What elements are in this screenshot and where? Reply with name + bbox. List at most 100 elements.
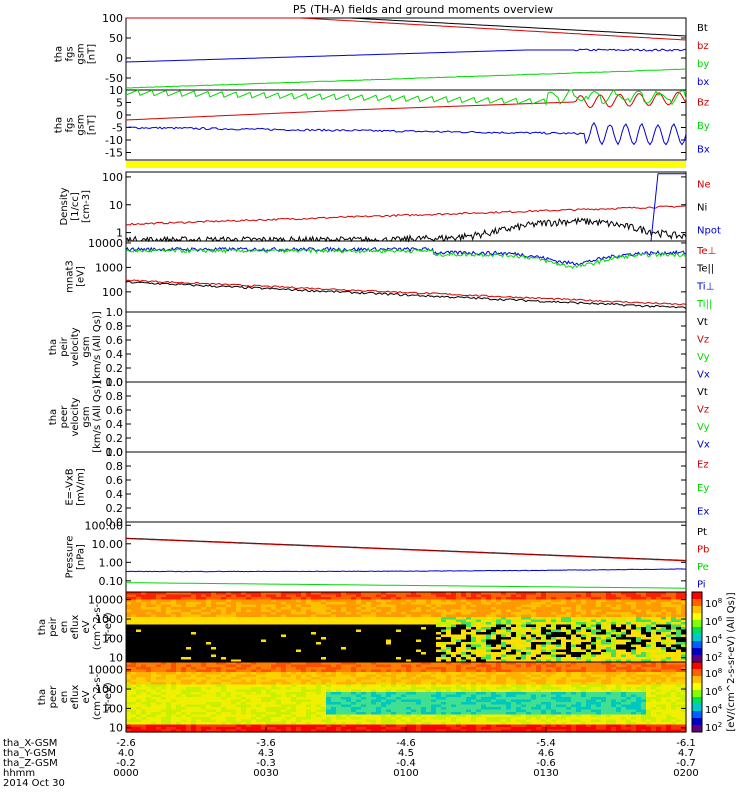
colorbar-swatch (692, 690, 702, 698)
y-tick-label: 0.8 (106, 320, 124, 333)
colorbar-tick-label: 108 (705, 597, 722, 610)
colorbar-swatch (692, 606, 702, 614)
series-Bt (126, 17, 687, 37)
colorbar-frame (691, 661, 703, 733)
x-row-value: 4.6 (538, 748, 554, 759)
y-axis-label: gsm (81, 406, 92, 427)
colorbar-tick-label: 108 (705, 667, 722, 680)
y-axis-label: peir (48, 616, 59, 636)
y-tick-label: 10000 (88, 594, 123, 607)
colorbar-swatch (692, 613, 702, 621)
x-row-value: 4.3 (258, 748, 274, 759)
colorbar-swatch (692, 655, 702, 663)
legend-entry: By (697, 121, 710, 132)
y-tick-label: 0.4 (106, 418, 124, 431)
y-tick-label: 1 (116, 227, 123, 240)
legend-entry: Vt (697, 317, 708, 328)
y-axis-label: tha (48, 409, 59, 425)
legend-entry: Vt (697, 387, 708, 398)
y-tick-label: 0.6 (106, 404, 124, 417)
x-row-value: 0130 (533, 768, 558, 779)
series-Ti-par (125, 247, 687, 270)
legend-entry: Vy (697, 422, 710, 433)
y-tick-label: 100 (102, 632, 123, 645)
legend-entry: Vy (697, 352, 710, 363)
colorbar-swatch (692, 676, 702, 684)
series-Bx (126, 121, 687, 146)
y-tick-label: 10000 (88, 237, 123, 250)
colorbar-swatch (692, 627, 702, 635)
legend-entry: Ne (697, 180, 711, 191)
legend-entry: bx (697, 77, 709, 88)
series-Ti-perp (125, 246, 687, 266)
y-axis-label: gsm (76, 114, 87, 135)
y-tick-label: 1000 (95, 613, 123, 626)
legend-entry: Pe (697, 562, 709, 573)
y-tick-label: 100 (102, 171, 123, 184)
colorbar-swatch (692, 592, 702, 600)
panel-density: 100 10 1 Density [1/cc] [cm-3] Ne Ni Npot (59, 161, 721, 243)
legend-entry: Vx (697, 439, 710, 450)
colorbar-swatch (692, 648, 702, 656)
y-tick-label: 10 (109, 199, 123, 212)
colorbar-swatch (692, 718, 702, 726)
colorbar-tick-label: 102 (705, 651, 722, 664)
y-tick-label: 0.0 (106, 376, 124, 389)
y-tick-label: 10 (109, 652, 123, 665)
y-axis-label: [1/cc] (70, 192, 81, 221)
y-tick-label: 0.6 (106, 334, 124, 347)
y-tick-label: 1.0 (106, 376, 124, 389)
panel-peir-eflux: 10000 1000 100 10 tha peir en eflux eV (cm^2-s-sr… (37, 591, 687, 665)
series-Npot (126, 173, 686, 242)
legend-entry: Ex (697, 506, 709, 517)
y-axis-label: [km/s (All Qs)] (92, 311, 103, 383)
y-tick-label: -10 (105, 134, 123, 147)
quality-flag-bar (126, 161, 686, 168)
x-row-value: -4.6 (396, 738, 416, 749)
y-axis-label: [nPa] (76, 544, 87, 570)
panel-pressure: 100.00 10.00 1.00 0.10 Pressure [nPa] Pt Pb Pe Pi (65, 519, 709, 593)
colorbar-swatch (692, 662, 702, 670)
series-Pb (125, 538, 687, 562)
x-row-name: hhmm (3, 768, 35, 779)
y-axis-label: eV (81, 690, 92, 703)
y-tick-label: 0 (116, 109, 123, 122)
y-tick-label: 10000 (88, 664, 123, 677)
y-axis-label: en (59, 621, 70, 634)
x-row-value: 4.5 (398, 748, 414, 759)
x-row-value: -6.1 (676, 738, 696, 749)
x-row-name: tha_Y-GSM (3, 748, 56, 759)
y-axis-label: gsm (76, 43, 87, 64)
y-tick-label: 0.0 (106, 516, 124, 529)
y-tick-label: 10 (109, 84, 123, 97)
y-axis-label: fgs (65, 46, 76, 61)
colorbar-swatch (692, 697, 702, 705)
colorbar-swatch (692, 704, 702, 712)
panel-frame (125, 451, 687, 523)
y-axis-label: tha (54, 117, 65, 133)
legend-entry: Npot (697, 226, 721, 237)
y-axis-label: [mV/m] (76, 468, 87, 506)
colorbar-swatch (692, 669, 702, 677)
x-axis: tha_X-GSM -2.6 -3.6 -4.6 -5.4 -6.1 tha_Y-GSM 4.… (3, 727, 699, 789)
series-Te-perp (125, 279, 687, 306)
y-tick-label: -15 (105, 147, 123, 160)
colorbar-swatch (692, 620, 702, 628)
legend-entry: Bz (697, 98, 709, 109)
y-tick-label: 100.00 (85, 519, 124, 532)
x-row-value: 0000 (113, 768, 138, 779)
spectrogram-peer-eflux (126, 662, 687, 733)
y-tick-label: 0.10 (99, 575, 124, 588)
y-axis-label: sr-eV) (103, 682, 114, 711)
y-axis-label: tha (37, 689, 48, 705)
colorbar-tick-label: 106 (705, 615, 723, 628)
legend-entry: Ni (697, 203, 707, 214)
y-axis-label: [cm-3] (81, 190, 92, 223)
x-row-value: 0030 (253, 768, 278, 779)
x-row-value: -2.6 (116, 738, 136, 749)
legend-entry: Ti⊥ (696, 281, 714, 292)
